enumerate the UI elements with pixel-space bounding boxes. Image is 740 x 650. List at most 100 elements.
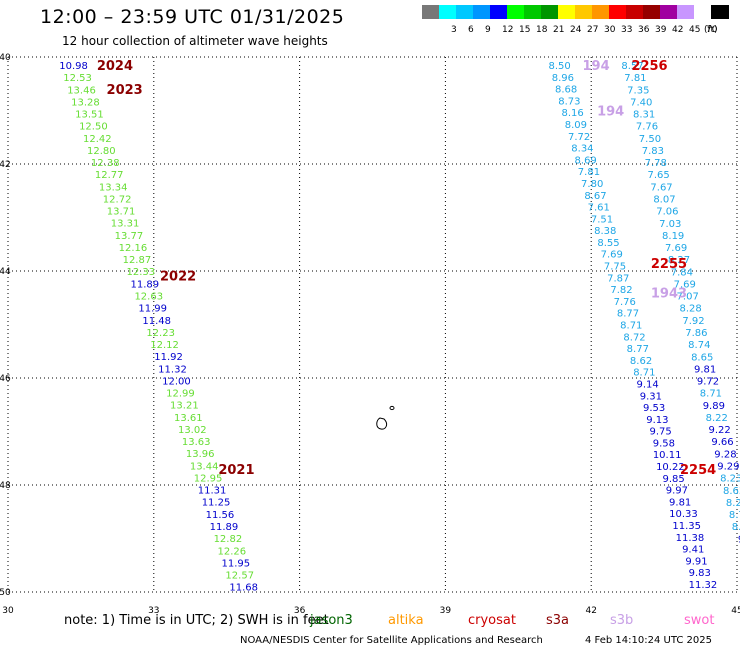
color-scale-label: 33 bbox=[621, 25, 633, 35]
island-outline bbox=[376, 417, 388, 430]
wave-height-value: 8.77 bbox=[617, 309, 639, 320]
color-scale-label: 27 bbox=[587, 25, 599, 35]
map-title: 12:00 – 23:59 UTC 01/31/2025 bbox=[40, 6, 345, 28]
wave-height-value: 8.57 bbox=[621, 61, 643, 72]
wave-height-value: 10.22 bbox=[656, 462, 685, 473]
wave-height-value: 12.87 bbox=[123, 255, 152, 266]
wave-height-value: 13.63 bbox=[182, 437, 211, 448]
color-swatch bbox=[524, 5, 542, 19]
wave-height-value: 7.06 bbox=[656, 207, 678, 218]
satellite-legend-item: s3b bbox=[610, 613, 634, 628]
wave-height-value: 11.32 bbox=[689, 580, 718, 591]
wave-height-value: 7.69 bbox=[674, 279, 696, 290]
wave-height-value: 11.32 bbox=[158, 364, 187, 375]
wave-height-value: 8.23 bbox=[720, 474, 740, 485]
wave-height-value: 11.92 bbox=[154, 352, 183, 363]
color-scale-label: 45 bbox=[689, 25, 701, 35]
color-swatch bbox=[456, 5, 474, 19]
color-scale-label: 30 bbox=[604, 25, 616, 35]
wave-height-value: 7.81 bbox=[624, 73, 646, 84]
wave-height-value: 9.13 bbox=[646, 415, 668, 426]
wave-height-value: 8.79 bbox=[729, 510, 740, 521]
color-swatch bbox=[677, 5, 695, 19]
satellite-legend-item: cryosat bbox=[468, 613, 516, 628]
wave-height-value: 7.35 bbox=[627, 85, 649, 96]
wave-height-value: 9.41 bbox=[682, 545, 704, 556]
wave-height-value: 12.63 bbox=[134, 292, 163, 303]
wave-height-value: 9.5 bbox=[738, 534, 740, 545]
wave-height-value: 10.11 bbox=[653, 450, 682, 461]
wave-height-value: 8.65 bbox=[691, 352, 713, 363]
satellite-legend-item: altika bbox=[388, 613, 424, 628]
wave-height-value: 8.63 bbox=[723, 486, 740, 497]
wave-height-value: 7.75 bbox=[604, 262, 626, 273]
wave-height-value: 9.89 bbox=[703, 401, 725, 412]
wave-height-value: 9.83 bbox=[689, 568, 711, 579]
longitude-tick-label: 39 bbox=[440, 606, 452, 616]
wave-height-value: 8.16 bbox=[562, 108, 584, 119]
wave-height-value: 7.76 bbox=[614, 297, 636, 308]
color-swatch bbox=[422, 5, 440, 19]
wave-height-value: 11.89 bbox=[210, 522, 239, 533]
wave-height-value: 13.44 bbox=[190, 461, 219, 472]
wave-height-value: 12.23 bbox=[146, 328, 175, 339]
wave-height-value: 8.72 bbox=[623, 332, 645, 343]
color-scale-unit: (ft) bbox=[704, 25, 718, 35]
wave-height-value: 12.26 bbox=[218, 546, 247, 557]
wave-height-value: 13.28 bbox=[71, 97, 100, 108]
satellite-legend-item: s3a bbox=[546, 613, 570, 628]
island-outline bbox=[389, 405, 395, 411]
color-scale-label: 18 bbox=[536, 25, 548, 35]
latitude-tick-label: -48 bbox=[0, 481, 11, 491]
color-swatch bbox=[643, 5, 661, 19]
color-swatch bbox=[541, 5, 559, 19]
wave-height-value: 8.69 bbox=[575, 155, 597, 166]
color-swatch bbox=[609, 5, 627, 19]
wave-height-value: 7.61 bbox=[588, 203, 610, 214]
wave-height-value: 11.38 bbox=[676, 533, 705, 544]
wave-height-value: 10.98 bbox=[59, 61, 88, 72]
longitude-tick-label: 33 bbox=[148, 606, 159, 616]
color-scale-label: 6 bbox=[468, 25, 474, 35]
wave-height-value: 7.92 bbox=[682, 316, 704, 327]
wave-height-value: 9.75 bbox=[649, 427, 671, 438]
wave-height-value: 8.38 bbox=[594, 226, 616, 237]
wave-height-value: 13.31 bbox=[111, 219, 140, 230]
pass-time-label: 2254 bbox=[680, 463, 716, 478]
color-scale-label: 3 bbox=[451, 25, 457, 35]
wave-height-value: 12.38 bbox=[91, 158, 120, 169]
latitude-tick-label: -42 bbox=[0, 160, 11, 170]
latitude-tick-label: -44 bbox=[0, 267, 11, 277]
wave-height-value: 12.72 bbox=[103, 194, 132, 205]
wave-height-value: 7.84 bbox=[671, 267, 693, 278]
wave-height-value: 7.65 bbox=[648, 170, 670, 181]
wave-height-value: 12.57 bbox=[225, 571, 254, 582]
wave-height-value: 12.16 bbox=[119, 243, 148, 254]
color-swatch bbox=[592, 5, 610, 19]
wave-height-value: 8.67 bbox=[584, 191, 606, 202]
footer-note: note: 1) Time is in UTC; 2) SWH is in fe… bbox=[64, 613, 329, 628]
wave-height-value: 12.77 bbox=[95, 170, 124, 181]
wave-height-value: 9.31 bbox=[640, 391, 662, 402]
color-scale-label: 21 bbox=[553, 25, 565, 35]
wave-height-value: 8.71 bbox=[620, 321, 642, 332]
wave-height-value: 9.53 bbox=[643, 403, 665, 414]
wave-height-value: 8.22 bbox=[706, 413, 728, 424]
pass-time-label: 2021 bbox=[218, 463, 254, 478]
wave-height-value: 9.58 bbox=[653, 438, 675, 449]
wave-height-value: 12.42 bbox=[83, 134, 112, 145]
wave-height-value: 9.81 bbox=[669, 497, 691, 508]
color-swatch bbox=[711, 5, 729, 19]
wave-height-value: 11.35 bbox=[672, 521, 701, 532]
wave-height-value: 7.67 bbox=[650, 182, 672, 193]
color-scale-label: 24 bbox=[570, 25, 582, 35]
wave-height-value: 8.71 bbox=[700, 389, 722, 400]
wave-height-value: 8.62 bbox=[630, 356, 652, 367]
color-swatch bbox=[490, 5, 508, 19]
wave-height-value: 13.21 bbox=[170, 401, 199, 412]
wave-height-value: 12.82 bbox=[214, 534, 243, 545]
wave-height-value: 8.07 bbox=[653, 195, 675, 206]
wave-height-value: 12.53 bbox=[63, 73, 92, 84]
color-scale-label: 39 bbox=[655, 25, 667, 35]
